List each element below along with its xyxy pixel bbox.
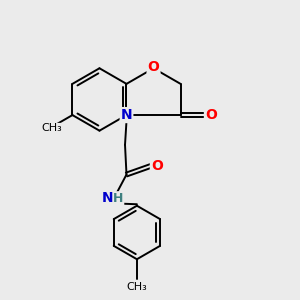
Text: H: H <box>113 192 124 205</box>
Text: N: N <box>102 191 114 205</box>
Text: O: O <box>148 60 160 74</box>
Text: O: O <box>205 108 217 122</box>
Text: O: O <box>151 159 163 172</box>
Text: N: N <box>121 108 132 122</box>
Text: CH₃: CH₃ <box>127 282 147 292</box>
Text: CH₃: CH₃ <box>41 124 62 134</box>
